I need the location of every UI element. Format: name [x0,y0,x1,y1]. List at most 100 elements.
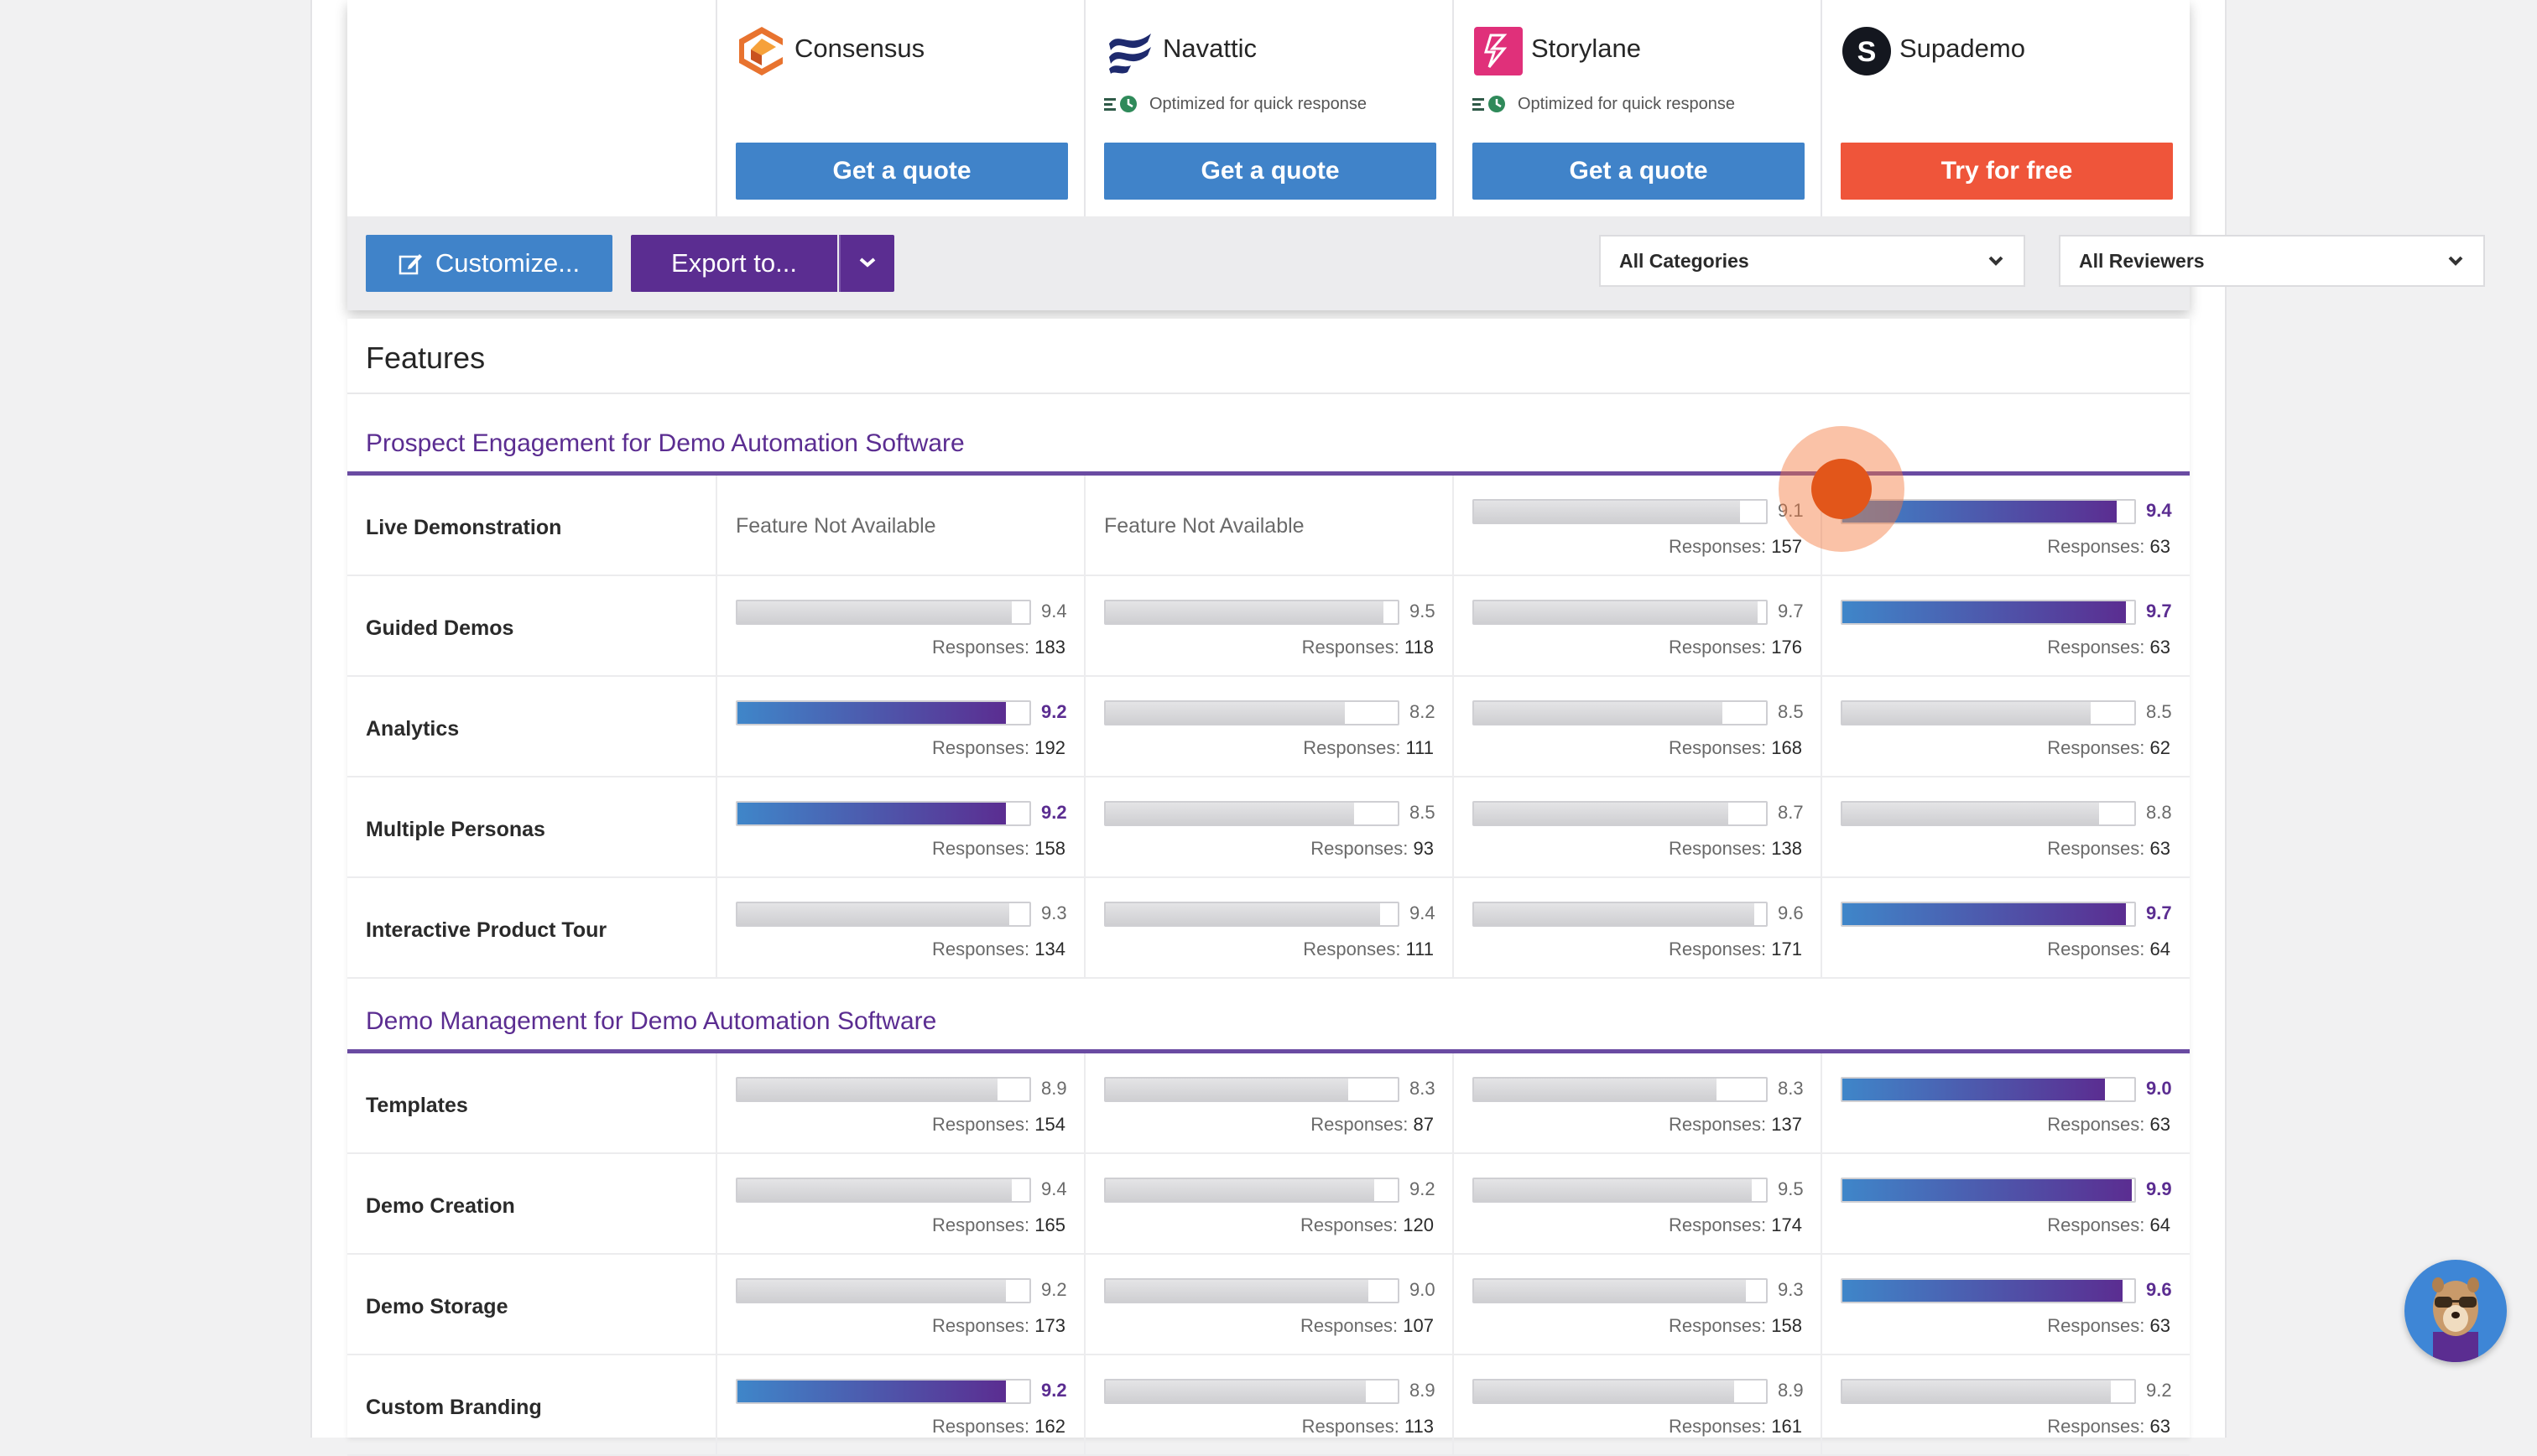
responses-count: Responses: 161 [1668,1416,1802,1437]
feature-cell: 9.3 Responses: 158 [1452,1255,1821,1355]
score-bar-fill [737,1179,1013,1201]
score-bar [1472,801,1768,826]
categories-select-value: All Categories [1619,249,1749,272]
feature-cell: 8.3 Responses: 87 [1084,1053,1452,1154]
score-bar [1841,1379,2136,1404]
score-bar [1104,600,1399,625]
responses-count: Responses: 63 [2047,1114,2170,1135]
storylane-logo-icon[interactable] [1472,25,1524,77]
feature-name: Demo Creation [366,1194,515,1218]
get-a-quote-button[interactable]: Get a quote [1472,143,1805,200]
feature-cell: 8.9 Responses: 154 [716,1053,1084,1154]
reviewers-select[interactable]: All Reviewers [2059,235,2485,287]
score-bar [1104,902,1399,927]
export-button[interactable]: Export to... [631,235,837,292]
score-bar-fill [1474,903,1755,925]
score-value: 9.2 [1041,701,1067,722]
score-value: 9.7 [1778,601,1804,621]
svg-text:S: S [1857,36,1877,68]
responses-count: Responses: 107 [1300,1315,1434,1336]
feature-cell: 8.3 Responses: 137 [1452,1053,1821,1154]
responses-count: Responses: 154 [931,1114,1065,1135]
score-bar [736,600,1031,625]
feature-cell: 9.2 Responses: 158 [716,777,1084,878]
score-value: 9.4 [2146,500,2172,521]
consensus-logo-icon[interactable] [736,25,788,77]
feature-cell: Feature Not Available [1084,476,1452,576]
feature-cell: 9.7 Responses: 63 [1821,576,2189,677]
customize-button[interactable]: Customize... [366,235,612,292]
feature-name: Interactive Product Tour [366,918,607,942]
responses-count: Responses: 183 [931,637,1065,658]
score-bar [1841,1278,2136,1303]
score-value: 8.9 [1778,1380,1804,1401]
responses-count: Responses: 173 [931,1315,1065,1336]
vendor-column-navattic: Navattic Optimized for quick response Get … [1084,0,1452,216]
score-value: 8.9 [1409,1380,1435,1401]
responses-count: Responses: 63 [2047,1416,2170,1437]
feature-cell: 9.5 Responses: 118 [1084,576,1452,677]
feature-cell: 8.2 Responses: 111 [1084,677,1452,777]
vendor-name[interactable]: Navattic [1163,34,1257,63]
score-value: 8.3 [1409,1078,1435,1099]
responses-count: Responses: 174 [1668,1214,1802,1235]
feature-name: Multiple Personas [366,818,545,841]
feature-cell: 9.4 Responses: 111 [1084,878,1452,979]
vendor-name[interactable]: Storylane [1531,34,1641,63]
score-bar [736,1077,1031,1102]
feature-cell: 9.5 Responses: 174 [1452,1154,1821,1255]
score-bar-fill [1106,601,1383,623]
score-value: 9.0 [2146,1078,2172,1099]
feature-cell: 8.5 Responses: 62 [1821,677,2189,777]
customize-label: Customize... [435,248,581,278]
responses-count: Responses: 63 [2047,1315,2170,1336]
score-bar-fill [1474,702,1722,724]
responses-count: Responses: 168 [1668,737,1802,758]
feature-cell: 8.9 Responses: 113 [1084,1355,1452,1456]
feature-cell: 9.4 Responses: 165 [716,1154,1084,1255]
responses-count: Responses: 62 [2047,737,2170,758]
export-dropdown-button[interactable] [839,235,894,292]
score-bar-fill [737,1079,998,1100]
score-bar-fill [1106,1280,1369,1302]
feature-cell: 9.7 Responses: 64 [1821,878,2189,979]
feature-cell: 9.0 Responses: 107 [1084,1255,1452,1355]
responses-count: Responses: 192 [931,737,1065,758]
feature-name: Demo Storage [366,1295,508,1318]
navattic-logo-icon[interactable] [1104,25,1156,77]
feature-row: Templates 8.9 Responses: 154 8.3 Responses: … [347,1053,2190,1154]
score-bar [736,902,1031,927]
score-value: 9.7 [2146,902,2172,923]
feature-cell: 8.9 Responses: 161 [1452,1355,1821,1456]
score-bar [1104,1178,1399,1203]
get-a-quote-button[interactable]: Get a quote [1104,143,1436,200]
feature-cell: 9.1 Responses: 157 [1452,476,1821,576]
supademo-logo-icon[interactable]: S [1841,25,1893,77]
score-bar-fill [1842,702,2091,724]
score-bar-fill [737,903,1009,925]
score-bar [1104,801,1399,826]
quick-response-icon [1104,96,1137,112]
feature-cell: 9.6 Responses: 171 [1452,878,1821,979]
quick-response-icon [1472,96,1505,112]
score-value: 9.2 [1041,1380,1067,1401]
vendor-name[interactable]: Consensus [794,34,925,63]
features-panel: Features Prospect Engagement for Demo Au… [347,319,2190,1456]
responses-count: Responses: 157 [1668,536,1802,557]
responses-count: Responses: 176 [1668,637,1802,658]
get-a-quote-button[interactable]: Get a quote [736,143,1068,200]
score-value: 9.2 [1041,1279,1067,1300]
vendor-name[interactable]: Supademo [1899,34,2025,63]
try-for-free-button[interactable]: Try for free [1841,143,2173,200]
feature-not-available: Feature Not Available [1104,514,1305,538]
categories-select[interactable]: All Categories [1599,235,2025,287]
section-title: Demo Management for Demo Automation Soft… [366,1007,937,1035]
chat-widget-button[interactable] [2404,1260,2507,1362]
score-bar [736,801,1031,826]
divider [347,393,2190,394]
feature-cell: Feature Not Available [716,476,1084,576]
responses-count: Responses: 134 [931,939,1065,959]
quick-response-label: Optimized for quick response [1149,94,1367,113]
score-value: 9.2 [1041,802,1067,823]
feature-cell: 8.7 Responses: 138 [1452,777,1821,878]
